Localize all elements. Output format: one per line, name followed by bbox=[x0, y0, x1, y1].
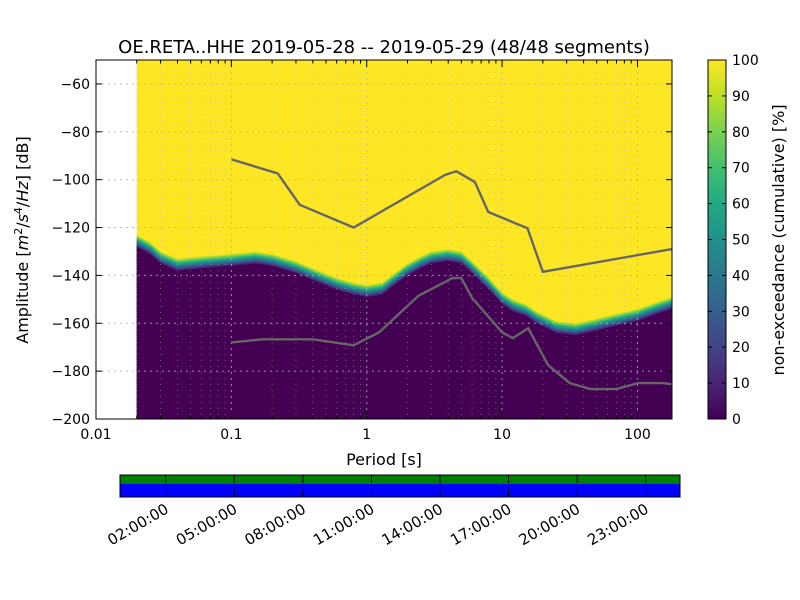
timeline-tick-label: 14:00:00 bbox=[379, 500, 446, 549]
x-axis-label: Period [s] bbox=[346, 450, 422, 469]
y-tick-label: −140 bbox=[52, 268, 90, 284]
x-tick-label: 1 bbox=[362, 427, 371, 443]
y-tick-label: −180 bbox=[52, 364, 90, 380]
timeline-tick-label: 08:00:00 bbox=[242, 500, 309, 549]
colorbar-tick-label: 80 bbox=[732, 125, 750, 141]
colorbar-label: non-exceedance (cumulative) [%] bbox=[769, 104, 788, 375]
segment-timeline: 02:00:00 05:00:00 08:00:00 11:00:00 14:00:00… bbox=[104, 474, 681, 549]
y-axis: −60 −80 −100 −120 −140 −160 −180 −200 bbox=[52, 77, 672, 428]
timeline-frame bbox=[119, 474, 681, 498]
y-axis-label: Amplitude [m2/s4/Hz] [dB] bbox=[12, 136, 32, 343]
y-label-part: s bbox=[13, 214, 32, 222]
colorbar-tick-label: 70 bbox=[732, 161, 750, 177]
ppsd-plot bbox=[96, 60, 672, 419]
timeline-band-used bbox=[120, 484, 680, 497]
colorbar-tick-label: 30 bbox=[732, 304, 750, 320]
x-tick-label: 100 bbox=[624, 427, 651, 443]
y-label-part: 2 bbox=[12, 228, 25, 235]
chart-title: OE.RETA..HHE 2019-05-28 -- 2019-05-29 (4… bbox=[118, 37, 650, 58]
noise-models bbox=[231, 158, 672, 391]
y-tick-label: −60 bbox=[60, 77, 90, 93]
timeline-tick-label: 05:00:00 bbox=[173, 500, 240, 549]
colorbar-tick-label: 100 bbox=[732, 53, 759, 69]
timeline-tick-label: 11:00:00 bbox=[310, 500, 377, 549]
y-tick-label: −100 bbox=[52, 173, 90, 189]
colorbar-tick-label: 50 bbox=[732, 233, 750, 249]
plot-frame bbox=[95, 59, 673, 420]
colorbar-tick-label: 40 bbox=[732, 268, 750, 284]
timeline-tick-label: 02:00:00 bbox=[104, 500, 171, 549]
heatmap-low-percentile bbox=[136, 246, 672, 419]
x-tick-label: 0.1 bbox=[220, 427, 242, 443]
y-label-part: ] [dB] bbox=[13, 136, 32, 181]
y-tick-label: −200 bbox=[52, 412, 90, 428]
colorbar-tick-label: 60 bbox=[732, 197, 750, 213]
y-label-part: m bbox=[13, 235, 32, 251]
x-tick-label: 10 bbox=[493, 427, 511, 443]
timeline-tick-label: 20:00:00 bbox=[516, 500, 583, 549]
colorbar-tick-label: 10 bbox=[732, 376, 750, 392]
y-tick-label: −160 bbox=[52, 316, 90, 332]
y-label-part: / bbox=[13, 201, 32, 207]
y-tick-label: −120 bbox=[52, 221, 90, 237]
x-axis: 0.01 0.1 1 10 100 bbox=[80, 60, 651, 443]
colorbar-tick-label: 0 bbox=[732, 412, 741, 428]
timeline-band-available bbox=[120, 475, 680, 484]
grid bbox=[96, 60, 672, 419]
y-label-part: Hz bbox=[13, 181, 32, 202]
colorbar-ticks: 0 10 20 30 40 50 60 70 80 90 100 bbox=[708, 53, 759, 428]
y-tick-label: −80 bbox=[60, 125, 90, 141]
noise-model-line bbox=[231, 158, 672, 274]
colorbar-tick-label: 90 bbox=[732, 89, 750, 105]
timeline-tick-label: 17:00:00 bbox=[447, 500, 514, 549]
timeline-tick-label: 23:00:00 bbox=[584, 500, 651, 549]
colorbar: 0 10 20 30 40 50 60 70 80 90 100 non-exceedance (c… bbox=[707, 53, 788, 428]
colorbar-tick-label: 20 bbox=[732, 340, 750, 356]
y-label-part: 4 bbox=[12, 207, 25, 214]
x-tick-label: 0.01 bbox=[80, 427, 111, 443]
y-label-part: Amplitude [ bbox=[13, 250, 32, 343]
noise-model-line bbox=[231, 276, 672, 391]
y-label-part: / bbox=[13, 222, 32, 228]
